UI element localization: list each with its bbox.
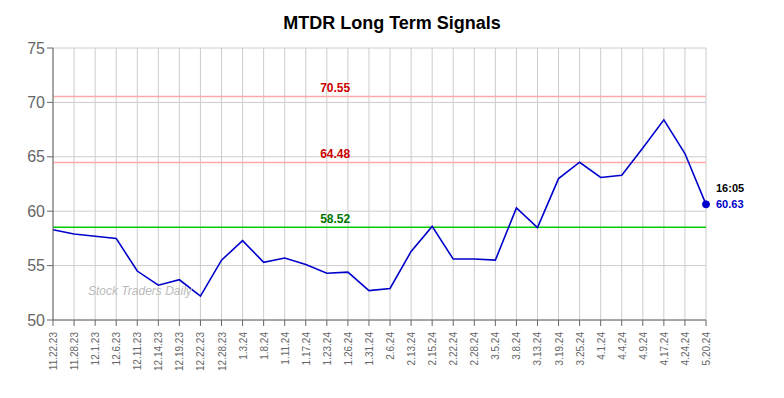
svg-text:4.9.24: 4.9.24 (638, 332, 649, 360)
svg-text:1.3.24: 1.3.24 (238, 332, 249, 360)
svg-text:16:05: 16:05 (716, 182, 744, 194)
svg-text:70.55: 70.55 (320, 81, 350, 95)
svg-text:1.23.24: 1.23.24 (322, 332, 333, 366)
svg-text:60.63: 60.63 (716, 198, 744, 210)
svg-text:1.8.24: 1.8.24 (259, 332, 270, 360)
svg-text:1.11.24: 1.11.24 (280, 332, 291, 365)
svg-text:3.13.24: 3.13.24 (532, 332, 543, 366)
html-text:MTDR Long Term Signals: MTDR Long Term Signals (283, 13, 501, 33)
svg-text:4.4.24: 4.4.24 (617, 332, 628, 360)
svg-text:3.19.24: 3.19.24 (554, 332, 565, 366)
svg-text:12.19.23: 12.19.23 (174, 332, 185, 371)
svg-text:2.28.24: 2.28.24 (469, 332, 480, 366)
html-text:Stock Traders Daily: Stock Traders Daily (88, 284, 192, 298)
svg-text:12.6.23: 12.6.23 (111, 332, 122, 366)
svg-text:75: 75 (27, 40, 45, 57)
svg-text:2.13.24: 2.13.24 (406, 332, 417, 366)
svg-text:12.11.23: 12.11.23 (132, 332, 143, 371)
svg-text:12.1.23: 12.1.23 (90, 332, 101, 366)
svg-text:55: 55 (27, 257, 45, 274)
svg-text:2.15.24: 2.15.24 (427, 332, 438, 366)
svg-text:11.22.23: 11.22.23 (48, 332, 59, 371)
svg-text:3.8.24: 3.8.24 (511, 332, 522, 360)
svg-text:4.24.24: 4.24.24 (680, 332, 691, 366)
svg-text:50: 50 (27, 312, 45, 329)
svg-text:1.31.24: 1.31.24 (364, 332, 375, 366)
svg-text:4.17.24: 4.17.24 (659, 332, 670, 366)
svg-text:12.14.23: 12.14.23 (153, 332, 164, 371)
svg-text:11.28.23: 11.28.23 (69, 332, 80, 371)
svg-text:70: 70 (27, 94, 45, 111)
svg-text:1.17.24: 1.17.24 (301, 332, 312, 366)
svg-text:1.26.24: 1.26.24 (343, 332, 354, 366)
svg-text:58.52: 58.52 (320, 212, 350, 226)
svg-text:64.48: 64.48 (320, 147, 350, 161)
svg-text:65: 65 (27, 148, 45, 165)
svg-text:2.6.24: 2.6.24 (385, 332, 396, 360)
svg-text:3.25.24: 3.25.24 (575, 332, 586, 366)
svg-text:60: 60 (27, 203, 45, 220)
svg-text:12.28.23: 12.28.23 (217, 332, 228, 371)
svg-text:12.22.23: 12.22.23 (195, 332, 206, 371)
svg-text:4.1.24: 4.1.24 (596, 332, 607, 360)
svg-text:2.22.24: 2.22.24 (448, 332, 459, 366)
svg-text:5.20.24: 5.20.24 (701, 332, 712, 366)
svg-text:3.5.24: 3.5.24 (490, 332, 501, 360)
